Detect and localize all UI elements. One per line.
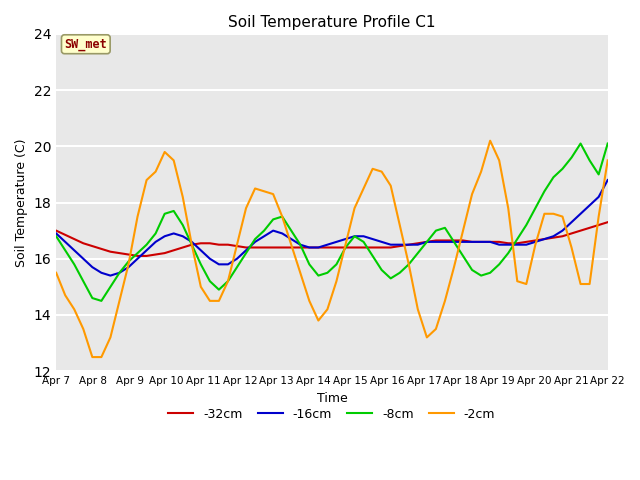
Y-axis label: Soil Temperature (C): Soil Temperature (C): [15, 138, 28, 267]
Title: Soil Temperature Profile C1: Soil Temperature Profile C1: [228, 15, 436, 30]
Legend: -32cm, -16cm, -8cm, -2cm: -32cm, -16cm, -8cm, -2cm: [163, 403, 500, 426]
X-axis label: Time: Time: [317, 392, 348, 405]
Text: SW_met: SW_met: [65, 38, 107, 51]
